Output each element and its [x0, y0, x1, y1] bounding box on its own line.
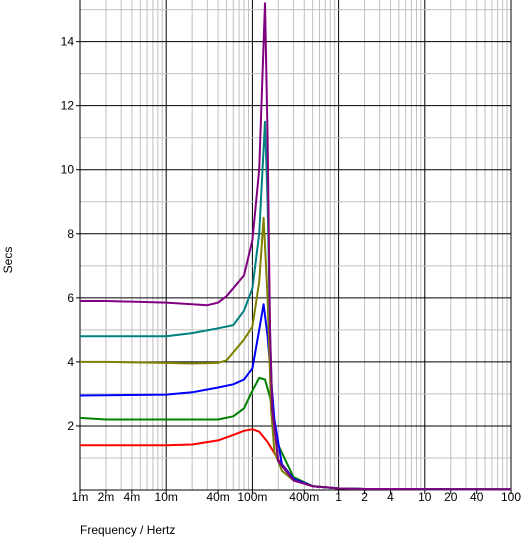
x-tick-label: 100	[501, 490, 521, 504]
series-line-5	[80, 120, 512, 491]
y-tick-label: 6	[67, 291, 74, 305]
series-line-4	[80, 216, 512, 491]
x-tick-label: 4m	[124, 490, 141, 504]
x-tick-label: 10m	[155, 490, 178, 504]
x-tick-label: 20	[444, 490, 458, 504]
y-tick-label: 14	[61, 35, 75, 49]
x-axis-label: Frequency / Hertz	[80, 523, 175, 537]
y-tick-label: 12	[61, 99, 75, 113]
y-tick-label: 4	[67, 355, 74, 369]
x-tick-label: 40m	[206, 490, 229, 504]
x-tick-label: 400m	[289, 490, 319, 504]
x-tick-label: 2m	[98, 490, 115, 504]
y-tick-label: 2	[67, 419, 74, 433]
x-tick-label: 1	[335, 490, 342, 504]
y-tick-label: 10	[61, 163, 75, 177]
x-tick-label: 100m	[237, 490, 267, 504]
y-tick-label: 8	[67, 227, 74, 241]
grid	[79, 0, 511, 490]
series-line-3	[79, 303, 512, 491]
x-tick-label: 2	[361, 490, 368, 504]
x-tick-label: 4	[387, 490, 394, 504]
series-lines	[79, 2, 512, 491]
x-tick-label: 1m	[72, 490, 89, 504]
y-axis-label: Secs	[1, 247, 15, 274]
series-line-6	[80, 2, 512, 491]
x-tick-label: 10	[418, 490, 432, 504]
x-tick-label: 40	[470, 490, 484, 504]
